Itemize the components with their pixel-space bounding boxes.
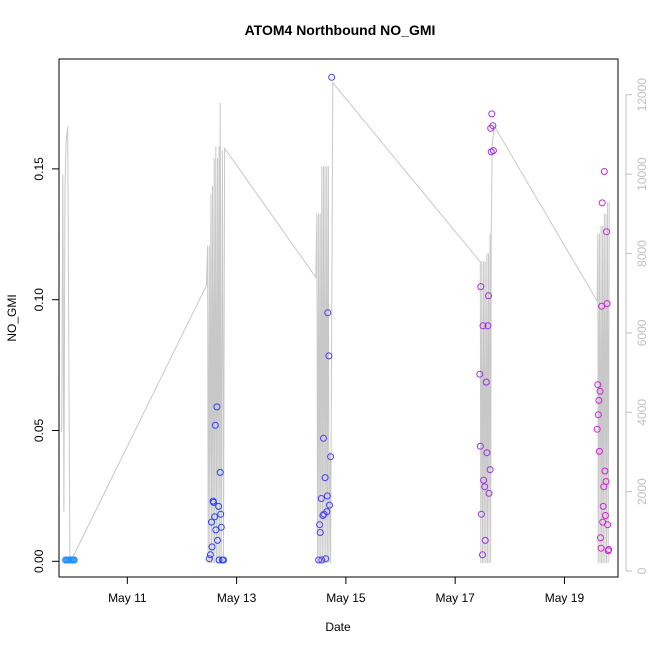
data-point	[212, 526, 220, 534]
plot-frame	[58, 58, 619, 578]
data-point	[206, 551, 214, 559]
data-point	[489, 122, 497, 130]
data-point	[211, 513, 219, 521]
data-point	[70, 556, 78, 564]
data-point	[597, 544, 605, 552]
y-axis-right: 0 2000 4000 6000 8000 10000 12000	[625, 78, 649, 574]
data-point	[594, 411, 602, 419]
data-point	[477, 283, 485, 291]
data-point	[317, 495, 325, 502]
data-point	[481, 536, 489, 544]
data-point	[323, 508, 331, 516]
data-point	[210, 498, 218, 506]
altitude-line	[61, 81, 610, 564]
data-point	[325, 352, 333, 360]
data-point	[208, 518, 215, 526]
y2-tick-label: 12000	[635, 78, 649, 112]
y-tick-label: 0.10	[32, 288, 46, 312]
data-point	[479, 322, 487, 330]
data-point	[324, 309, 332, 317]
data-point	[326, 501, 333, 509]
data-point	[476, 442, 484, 450]
data-point	[485, 292, 492, 300]
data-point	[488, 110, 496, 118]
data-point	[603, 228, 610, 236]
x-axis-label: Date	[325, 620, 351, 634]
x-axis: May 11 May 13 May 15 May 17 May 19	[108, 577, 584, 605]
data-point	[481, 483, 489, 491]
y-axis-left: 0.00 0.05 0.10 0.15	[32, 157, 59, 573]
data-point	[318, 556, 326, 564]
data-point	[320, 434, 327, 442]
data-point	[596, 387, 604, 395]
data-point	[597, 534, 604, 542]
data-point	[327, 453, 335, 461]
data-point	[595, 447, 603, 455]
x-tick-label: May 15	[326, 591, 366, 605]
data-point	[322, 555, 330, 563]
data-point	[480, 476, 488, 484]
data-point	[316, 521, 324, 529]
y2-tick-label: 0	[635, 567, 649, 574]
data-point	[477, 510, 485, 518]
data-point	[321, 474, 329, 482]
data-point	[593, 425, 601, 433]
data-point	[315, 556, 323, 564]
data-point	[208, 543, 216, 551]
chart-title: ATOM4 Northbound NO_GMI	[245, 22, 436, 38]
x-tick-label: May 19	[545, 591, 585, 605]
data-point	[602, 478, 610, 485]
data-point	[217, 523, 225, 531]
data-point	[601, 467, 609, 475]
data-point	[215, 556, 223, 564]
data-point	[483, 449, 491, 457]
y-tick-label: 0.05	[32, 418, 46, 442]
scatter-points-layer	[62, 73, 613, 564]
x-tick-label: May 13	[217, 591, 257, 605]
x-tick-label: May 17	[435, 591, 475, 605]
data-point	[214, 536, 221, 544]
data-point	[598, 302, 606, 310]
y2-tick-label: 10000	[635, 157, 649, 191]
data-point	[476, 370, 484, 378]
data-point	[205, 555, 213, 563]
data-point	[485, 489, 493, 497]
data-point	[603, 300, 611, 308]
data-point	[484, 322, 492, 330]
data-point	[600, 168, 608, 175]
data-point	[595, 396, 603, 404]
y-axis-label: NO_GMI	[5, 294, 19, 341]
data-point	[479, 551, 486, 559]
data-point	[213, 403, 221, 411]
y-tick-label: 0.15	[32, 157, 46, 181]
data-point	[594, 381, 602, 389]
y-tick-label: 0.00	[32, 549, 46, 573]
data-point	[211, 421, 219, 429]
data-point	[599, 502, 607, 510]
data-point	[482, 378, 490, 386]
y2-tick-label: 4000	[635, 399, 649, 426]
data-point	[328, 73, 336, 81]
data-point	[220, 556, 227, 564]
y2-tick-label: 2000	[635, 478, 649, 505]
data-point	[316, 529, 324, 536]
data-point	[489, 147, 497, 155]
data-point	[601, 512, 609, 519]
altitude-trace-layer	[61, 81, 610, 564]
data-point	[217, 510, 225, 518]
data-point	[604, 521, 612, 529]
y2-tick-label: 8000	[635, 240, 649, 267]
data-point	[486, 466, 494, 474]
x-tick-label: May 11	[108, 591, 147, 605]
data-point	[323, 492, 331, 500]
y2-tick-label: 6000	[635, 319, 649, 346]
data-point	[598, 199, 606, 207]
data-point	[319, 512, 327, 519]
data-point	[605, 546, 613, 553]
data-point	[215, 502, 223, 510]
data-point	[216, 468, 224, 476]
